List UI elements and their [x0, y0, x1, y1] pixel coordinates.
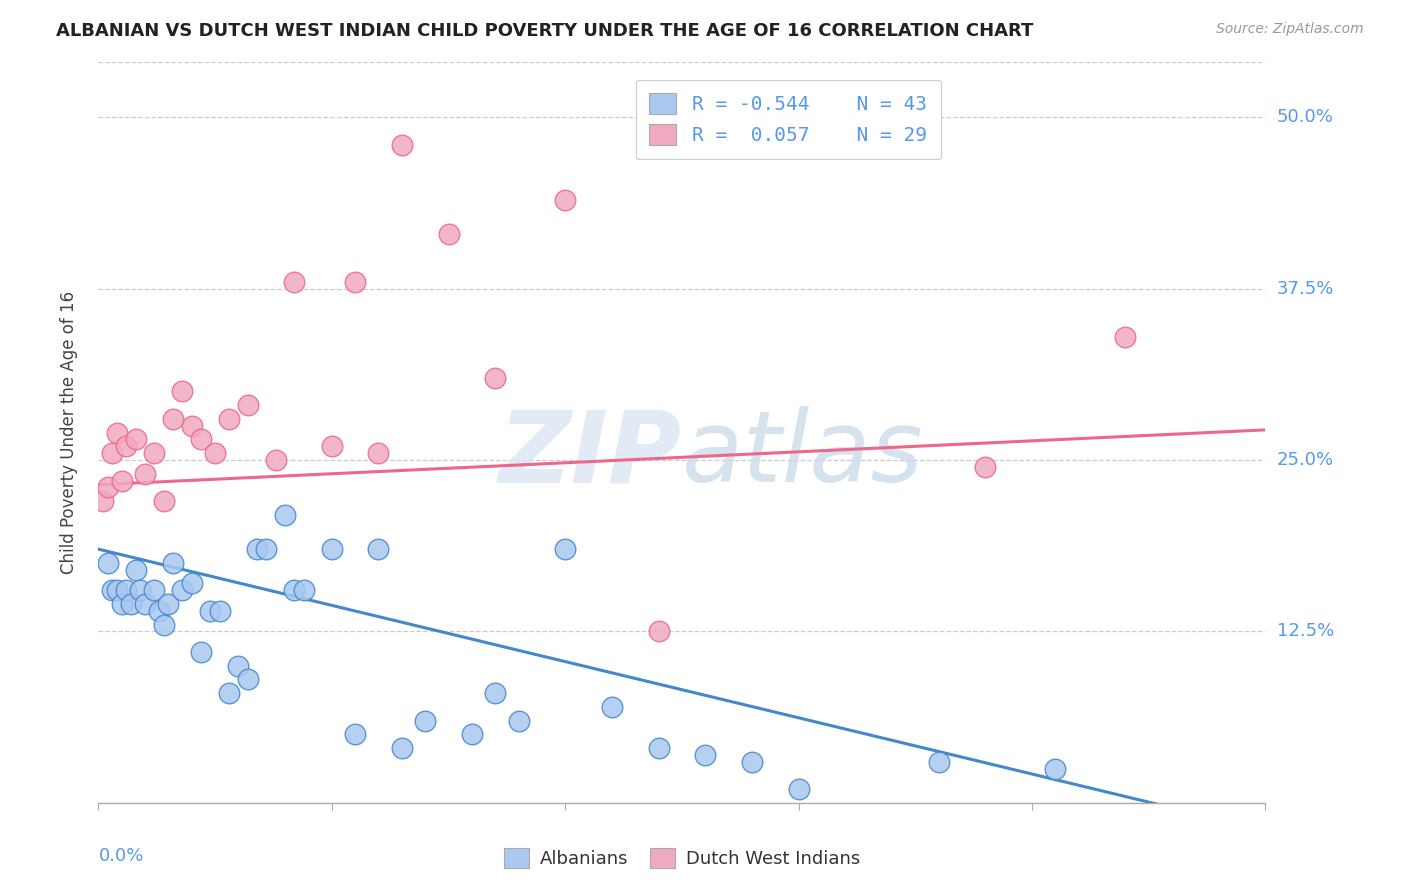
Point [200, 604, 222, 618]
Point [554, 542, 576, 557]
Point [264, 453, 287, 467]
Point [204, 446, 226, 460]
Point [143, 446, 166, 460]
Point [134, 597, 156, 611]
Point [172, 583, 194, 598]
Point [974, 459, 997, 474]
Point [190, 645, 212, 659]
Point [484, 686, 506, 700]
Point [600, 699, 623, 714]
Point [180, 418, 202, 433]
Point [283, 275, 305, 289]
Point [152, 494, 174, 508]
Point [344, 727, 367, 741]
Point [125, 563, 148, 577]
Point [190, 433, 212, 447]
Point [125, 433, 148, 447]
Point [741, 755, 763, 769]
Point [101, 583, 124, 598]
Text: 50.0%: 50.0% [1277, 108, 1333, 127]
Point [162, 412, 184, 426]
Point [236, 673, 259, 687]
Text: 25.0%: 25.0% [1277, 451, 1334, 469]
Point [391, 137, 413, 152]
Point [274, 508, 297, 522]
Point [111, 474, 134, 488]
Legend: Albanians, Dutch West Indians: Albanians, Dutch West Indians [496, 841, 868, 875]
Text: atlas: atlas [682, 407, 924, 503]
Text: ZIP: ZIP [499, 407, 682, 503]
Point [236, 398, 259, 412]
Point [115, 439, 138, 453]
Point [283, 583, 305, 598]
Y-axis label: Child Poverty Under the Age of 16: Child Poverty Under the Age of 16 [59, 291, 77, 574]
Point [105, 425, 128, 440]
Point [508, 714, 530, 728]
Point [461, 727, 484, 741]
Point [367, 446, 389, 460]
Point [129, 583, 152, 598]
Point [1114, 329, 1136, 343]
Point [367, 542, 389, 557]
Point [321, 439, 343, 453]
Point [180, 576, 202, 591]
Point [105, 583, 128, 598]
Point [115, 583, 138, 598]
Point [1045, 762, 1067, 776]
Point [928, 755, 950, 769]
Point [344, 275, 367, 289]
Point [292, 583, 315, 598]
Point [111, 597, 134, 611]
Point [101, 446, 124, 460]
Point [413, 714, 436, 728]
Point [228, 658, 250, 673]
Point [162, 556, 184, 570]
Point [647, 741, 669, 756]
Point [321, 542, 343, 557]
Point [218, 412, 240, 426]
Point [148, 604, 170, 618]
Point [437, 227, 460, 241]
Point [246, 542, 269, 557]
Point [554, 193, 576, 207]
Point [484, 371, 506, 385]
Text: 0.0%: 0.0% [98, 847, 143, 865]
Point [695, 747, 717, 762]
Point [208, 604, 231, 618]
Point [97, 556, 120, 570]
Point [256, 542, 278, 557]
Point [143, 583, 166, 598]
Point [647, 624, 669, 639]
Text: Source: ZipAtlas.com: Source: ZipAtlas.com [1216, 22, 1364, 37]
Point [787, 782, 810, 797]
Text: 37.5%: 37.5% [1277, 280, 1334, 298]
Point [152, 617, 174, 632]
Point [91, 494, 114, 508]
Text: 12.5%: 12.5% [1277, 623, 1334, 640]
Point [391, 741, 413, 756]
Point [157, 597, 180, 611]
Point [97, 480, 120, 494]
Point [218, 686, 240, 700]
Text: ALBANIAN VS DUTCH WEST INDIAN CHILD POVERTY UNDER THE AGE OF 16 CORRELATION CHAR: ALBANIAN VS DUTCH WEST INDIAN CHILD POVE… [56, 22, 1033, 40]
Point [134, 467, 156, 481]
Point [120, 597, 142, 611]
Point [172, 384, 194, 399]
